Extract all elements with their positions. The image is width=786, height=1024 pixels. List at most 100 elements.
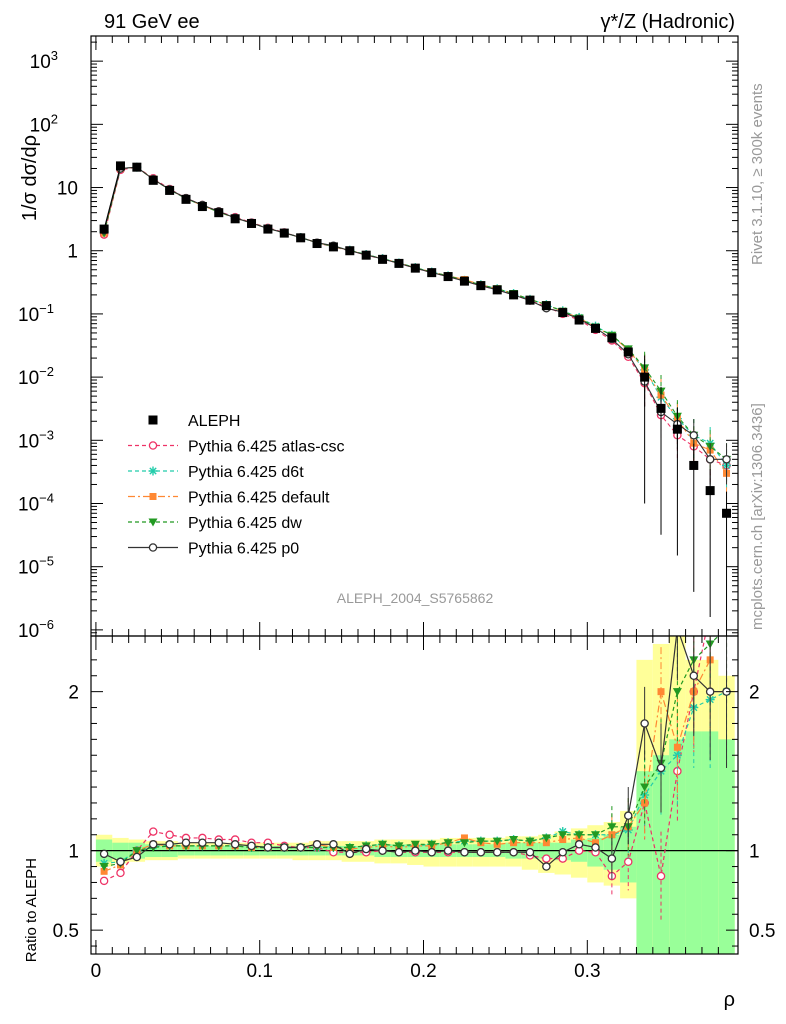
legend-marker [148, 466, 158, 476]
ratio-point [165, 840, 174, 849]
data-point [181, 194, 191, 204]
ratio-frame [90, 635, 739, 955]
ratio-point [132, 847, 142, 856]
ratio-point [460, 847, 469, 857]
data-point [296, 233, 306, 243]
series-ALEPH [99, 161, 732, 636]
data-point [328, 242, 338, 252]
data-point [394, 258, 404, 268]
ratio-point [345, 849, 355, 859]
data-point [214, 208, 224, 218]
legend-label: Pythia 6.425 atlas-csc [188, 439, 345, 456]
ratio-point [476, 847, 486, 857]
ratio-y-tick-label-right: 2 [749, 683, 760, 704]
ratio-point [198, 838, 207, 847]
ratio-uncertainty-bands [95, 636, 735, 954]
ratio-point [657, 688, 665, 696]
x-axis: 0 0.1 0.2 0.3 [91, 36, 719, 982]
data-point [722, 508, 732, 518]
ratio-point [673, 743, 681, 751]
legend-item: ALEPH [148, 413, 240, 430]
ratio-point [640, 719, 649, 728]
ratio-point [672, 688, 682, 697]
legend-label: ALEPH [188, 413, 240, 430]
x-tick-label: 0.2 [410, 961, 436, 982]
ratio-point [247, 841, 256, 851]
ratio-point [542, 854, 551, 863]
ratio-y-tick-label: 0.5 [53, 921, 79, 942]
ratio-point [542, 862, 551, 871]
y-tick-label: 10−6 [18, 617, 54, 642]
data-point [361, 250, 371, 260]
band-inner [669, 739, 686, 954]
data-point [590, 323, 600, 333]
main-panel: 10−6 10−5 10−4 10−3 10−2 10−1 1 10 102 103 [18, 35, 739, 642]
data-point [312, 239, 322, 249]
ratio-point [525, 837, 535, 846]
band-inner [701, 731, 719, 954]
y-tick-label: 10−1 [18, 301, 54, 326]
x-tick-label: 0.3 [574, 961, 600, 982]
legend: ALEPH Pythia 6.425 atlas-csc Pythia 6.425 … [128, 413, 345, 558]
ratio-point [689, 671, 699, 681]
data-point [247, 218, 257, 228]
ratio-xlabel: ρ [724, 989, 735, 1011]
data-point [689, 460, 699, 470]
data-point [378, 254, 388, 264]
x-tick-label: 0 [91, 961, 102, 982]
ratio-point [509, 836, 519, 845]
ratio-point [705, 687, 715, 696]
band-inner [718, 739, 735, 954]
ratio-point [460, 834, 468, 842]
legend-item: Pythia 6.425 dw [128, 515, 302, 532]
data-point [115, 161, 125, 171]
ratio-y-tick-label: 1 [68, 842, 79, 863]
main-y-axis: 10−6 10−5 10−4 10−3 10−2 10−1 1 10 102 103 [18, 41, 738, 642]
ratio-point [394, 842, 404, 851]
ratio-point [443, 839, 453, 848]
main-ylabel: 1/σ dσ/dρ [19, 135, 41, 221]
legend-item: Pythia 6.425 d6t [128, 464, 304, 481]
data-point [197, 202, 207, 212]
data-point [656, 403, 666, 413]
ratio-point [312, 840, 322, 849]
data-point [476, 281, 486, 291]
ratio-point [674, 624, 681, 631]
ratio-point [558, 847, 567, 857]
ratio-point [378, 840, 388, 849]
data-point [705, 455, 715, 464]
data-point [722, 455, 731, 464]
ratio-point [165, 830, 174, 840]
main-series-group [99, 161, 732, 636]
data-point [705, 486, 715, 496]
ratio-point [476, 837, 486, 846]
data-point [525, 295, 535, 305]
y-tick-label: 10−5 [18, 554, 54, 579]
ratio-point [263, 843, 273, 852]
y-tick-label: 10−2 [18, 364, 54, 389]
data-point [541, 301, 551, 311]
legend-label: Pythia 6.425 p0 [188, 541, 299, 558]
ratio-point [656, 763, 666, 773]
ratio-point [607, 854, 617, 863]
legend-marker [148, 543, 158, 552]
header-right: γ*/Z (Hadronic) [601, 11, 735, 33]
series-p0 [99, 162, 731, 485]
ratio-point [591, 839, 599, 847]
data-point [640, 372, 650, 382]
ratio-point [181, 838, 191, 847]
ratio-y-axis: 0.5 0.5 1 1 2 2 [53, 659, 775, 947]
ratio-point [329, 840, 338, 849]
data-point [148, 175, 158, 185]
ratio-point [492, 847, 502, 857]
analysis-id: ALEPH_2004_S5765862 [337, 590, 494, 606]
ratio-point [345, 843, 355, 852]
data-point [132, 162, 142, 172]
ratio-series-line [103, 636, 706, 882]
y-tick-label: 1 [67, 242, 78, 263]
ratio-series-group [99, 624, 732, 921]
band-inner [685, 731, 702, 954]
ratio-ylabel: Ratio to ALEPH [23, 858, 40, 962]
ratio-point [607, 823, 617, 832]
data-point [607, 333, 617, 343]
